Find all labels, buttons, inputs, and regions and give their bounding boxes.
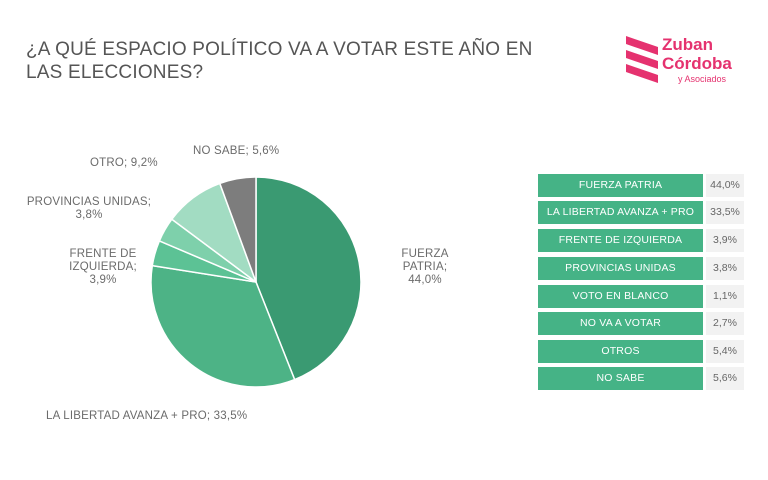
table-cell-name: NO VA A VOTAR — [538, 312, 703, 335]
pie-label-otro: OTRO; 9,2% — [90, 157, 158, 169]
logo-subtitle: y Asociados — [678, 74, 727, 84]
pie-label-fuerza-patria: FUERZA PATRIA; 44,0% — [401, 248, 449, 286]
table-row: FRENTE DE IZQUIERDA 3,9% — [538, 229, 744, 252]
table-row: FUERZA PATRIA 44,0% — [538, 174, 744, 197]
table-cell-name: OTROS — [538, 340, 703, 363]
table-row: NO SABE 5,6% — [538, 367, 744, 390]
table-cell-value: 5,4% — [706, 340, 744, 363]
logo-name-line2: Córdoba — [662, 54, 732, 73]
table-cell-value: 3,8% — [706, 257, 744, 280]
pie-slice-fuerza-patria — [255, 176, 362, 381]
pie-label-provincias-unidas: PROVINCIAS UNIDAS; 3,8% — [26, 196, 152, 221]
pie-label-la-libertad-avanza: LA LIBERTAD AVANZA + PRO; 33,5% — [46, 410, 248, 422]
chart-title: ¿A QUÉ ESPACIO POLÍTICO VA A VOTAR ESTE … — [26, 39, 533, 83]
table-cell-name: FUERZA PATRIA — [538, 174, 703, 197]
table-row: VOTO EN BLANCO 1,1% — [538, 285, 744, 308]
pie-slice-la-libertad-avanza-pro — [150, 264, 296, 388]
table-cell-name: FRENTE DE IZQUIERDA — [538, 229, 703, 252]
pie-label-value: 44,0% — [408, 274, 442, 286]
table-cell-value: 1,1% — [706, 285, 744, 308]
table-cell-value: 2,7% — [706, 312, 744, 335]
pie-slice-no-sabe — [218, 176, 257, 283]
table-row: OTROS 5,4% — [538, 340, 744, 363]
table-cell-name: NO SABE — [538, 367, 703, 390]
table-cell-value: 33,5% — [706, 201, 744, 224]
table-cell-name: LA LIBERTAD AVANZA + PRO — [538, 201, 703, 224]
table-row: PROVINCIAS UNIDAS 3,8% — [538, 257, 744, 280]
pie-label-no-sabe: NO SABE; 5,6% — [193, 145, 280, 157]
pie-label-name: FUERZA PATRIA — [401, 248, 449, 273]
pie-label-frente-de-izquierda: FRENTE DE IZQUIERDA; 3,9% — [69, 248, 137, 286]
table-cell-name: VOTO EN BLANCO — [538, 285, 703, 308]
zuban-cordoba-logo: Zuban Córdoba y Asociados — [622, 34, 752, 94]
table-cell-value: 5,6% — [706, 367, 744, 390]
logo-mark-icon — [626, 36, 658, 83]
logo-name-line1: Zuban — [662, 35, 713, 54]
table-cell-name: PROVINCIAS UNIDAS — [538, 257, 703, 280]
table-cell-value: 3,9% — [706, 229, 744, 252]
table-row: LA LIBERTAD AVANZA + PRO 33,5% — [538, 201, 744, 224]
table-row: NO VA A VOTAR 2,7% — [538, 312, 744, 335]
table-cell-value: 44,0% — [706, 174, 744, 197]
